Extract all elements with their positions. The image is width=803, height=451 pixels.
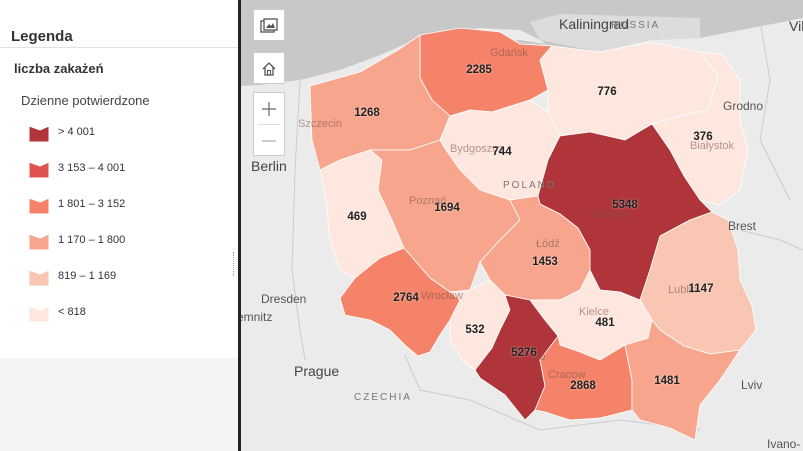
- legend-class-2: 1 801 – 3 152: [28, 194, 228, 216]
- label-poland: POLAND: [503, 180, 557, 191]
- label-bydgoszcz: Bydgoszcz: [450, 143, 504, 155]
- basemap-gallery-icon: [260, 17, 278, 33]
- plus-icon: [262, 101, 276, 116]
- region-value-lubuskie: 469: [347, 211, 367, 223]
- label-poznan: Poznań: [409, 195, 447, 207]
- label-grodno: Grodno: [723, 99, 764, 113]
- legend-card: Legenda liczba zakażeń Dzienne potwierdz…: [0, 0, 238, 358]
- region-value-lodzkie: 1453: [532, 256, 558, 268]
- panel-resize-handle[interactable]: [233, 252, 236, 276]
- region-malopolskie[interactable]: [534, 335, 633, 421]
- label-ivano: Ivano-: [767, 437, 801, 451]
- label-wroclaw: Wrocław: [421, 290, 463, 302]
- legend-class-0: > 4 001: [28, 122, 228, 144]
- region-value-podlaskie: 376: [693, 131, 713, 143]
- map-view[interactable]: Kaliningrad RUSSIA Vil Berlin Dresden em…: [241, 0, 803, 451]
- label-dresden: Dresden: [261, 292, 307, 306]
- legend-panel: Legenda liczba zakażeń Dzienne potwierdz…: [0, 0, 238, 451]
- basemap-gallery-button[interactable]: [253, 9, 285, 41]
- label-prague: Prague: [294, 363, 340, 379]
- label-szczecin: Szczecin: [298, 118, 343, 130]
- legend-class-label: < 818: [58, 306, 86, 318]
- label-berlin: Berlin: [251, 158, 287, 174]
- label-gdansk: Gdańsk: [490, 47, 528, 59]
- legend-class-label: > 4 001: [58, 126, 96, 138]
- label-lviv: Lviv: [741, 378, 763, 392]
- basemap: [241, 0, 803, 441]
- label-kaliningrad: Kaliningrad: [559, 16, 630, 32]
- label-kielce: Kielce: [579, 306, 609, 318]
- label-czechia: CZECHIA: [354, 392, 412, 403]
- region-value-slaskie: 5276: [511, 347, 537, 359]
- label-lodz: Łódź: [536, 238, 560, 250]
- home-icon: [262, 61, 276, 76]
- legend-swatch: [28, 269, 50, 287]
- legend-swatch: [28, 305, 50, 323]
- label-russia: RUSSIA: [611, 20, 661, 31]
- region-value-malopolskie: 2868: [570, 380, 596, 392]
- region-dolnoslaskie[interactable]: [339, 247, 461, 357]
- zoom-in-button[interactable]: [254, 93, 284, 124]
- legend-class-4: 819 – 1 169: [28, 266, 228, 288]
- legend-class-1: 3 153 – 4 001: [28, 158, 228, 180]
- region-value-podkarpackie: 1481: [654, 375, 680, 387]
- legend-swatch: [28, 161, 50, 179]
- label-katowice: ce: [534, 351, 546, 363]
- legend-class-label: 1 170 – 1 800: [58, 234, 126, 246]
- legend-swatch: [28, 125, 50, 143]
- legend-title: Legenda: [11, 28, 73, 45]
- region-value-warminsko-mazurskie: 776: [597, 86, 617, 98]
- label-brest: Brest: [728, 219, 757, 233]
- region-value-zachodniopomorskie: 1268: [354, 107, 380, 119]
- region-value-wielkopolskie: 1694: [434, 202, 460, 214]
- label-krakow: Cracow: [548, 369, 586, 381]
- region-value-dolnoslaskie: 2764: [393, 292, 419, 304]
- zoom-out-button[interactable]: [254, 125, 284, 156]
- label-chemnitz: emnitz: [241, 310, 273, 324]
- region-podkarpackie[interactable]: [624, 319, 741, 441]
- legend-class-label: 819 – 1 169: [58, 270, 117, 282]
- region-value-mazowieckie: 5348: [612, 199, 638, 211]
- home-button[interactable]: [253, 52, 285, 84]
- zoom-control: [253, 92, 285, 156]
- region-value-swietokrzyskie: 481: [595, 317, 615, 329]
- legend-divider: [0, 47, 238, 48]
- legend-class-5: < 818: [28, 302, 228, 324]
- legend-class-label: 3 153 – 4 001: [58, 162, 126, 174]
- region-value-pomorskie: 2285: [466, 64, 492, 76]
- legend-class-3: 1 170 – 1 800: [28, 230, 228, 252]
- legend-swatch: [28, 197, 50, 215]
- legend-layer-title: liczba zakażeń: [14, 61, 104, 76]
- region-value-lubelskie: 1147: [688, 283, 714, 295]
- zoom-separator: [258, 124, 280, 125]
- legend-swatch: [28, 233, 50, 251]
- minus-icon: [262, 139, 276, 142]
- region-value-opolskie: 532: [465, 324, 485, 336]
- label-lublin: Lublin: [668, 284, 698, 296]
- label-bialystok: Białystok: [690, 140, 735, 152]
- label-warsaw: Warsaw: [591, 209, 631, 221]
- legend-field-label: Dzienne potwierdzone: [21, 93, 150, 108]
- label-vilnius: Vil: [789, 18, 803, 34]
- legend-class-label: 1 801 – 3 152: [58, 198, 126, 210]
- region-value-kujawsko-pomorskie: 744: [492, 146, 512, 158]
- panel-splitter[interactable]: [238, 0, 241, 451]
